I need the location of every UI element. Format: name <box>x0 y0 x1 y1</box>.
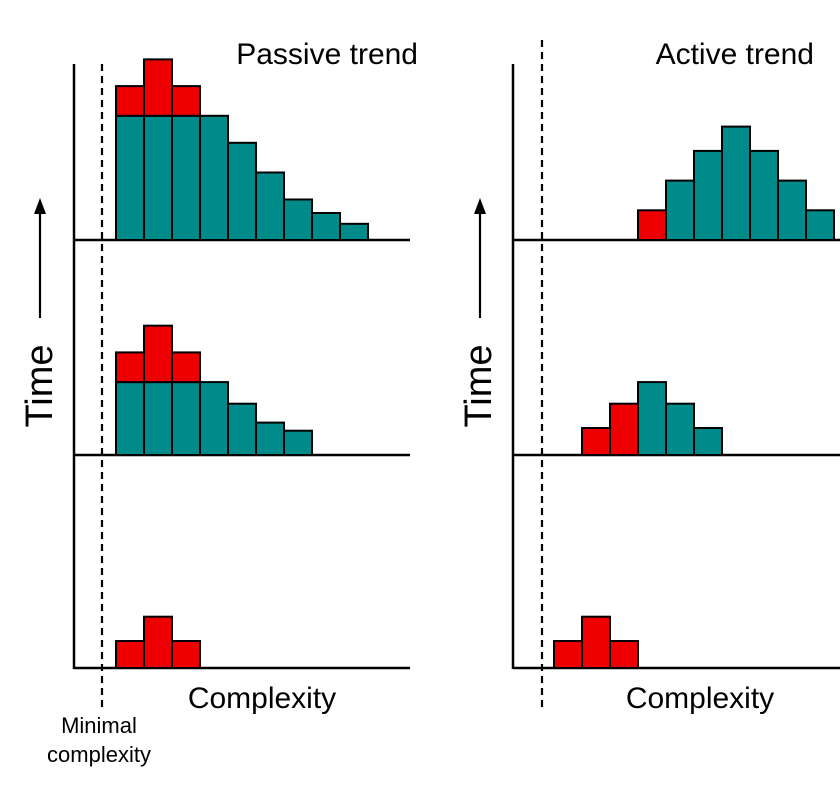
left-xlabel: Complexity <box>188 682 336 715</box>
left-row2-teal-bar-0 <box>115 114 145 241</box>
left-row2-teal-bar-4 <box>227 141 257 241</box>
right-row2-teal-bar-9 <box>805 209 835 242</box>
left-ylabel: Time <box>19 344 61 427</box>
left-row0-red-bar-1 <box>143 615 173 670</box>
left-row1-red-bar-2 <box>171 351 201 384</box>
left-row1-teal-bar-3 <box>199 381 229 457</box>
right-row0-red-bar-1 <box>581 615 611 670</box>
left-row2-teal-bar-6 <box>283 198 313 241</box>
minimal-label-line2: complexity <box>47 742 151 767</box>
left-row2-teal-bar-1 <box>143 114 173 241</box>
left-row2-teal-bar-3 <box>199 114 229 241</box>
right-row2-teal-bar-6 <box>721 125 751 241</box>
right-row1-red-bar-1 <box>581 427 611 456</box>
left-row1-teal-bar-4 <box>227 402 257 457</box>
left-bars <box>115 58 369 670</box>
right-row0-red-bar-2 <box>609 640 639 669</box>
left-row1-teal-bar-6 <box>283 429 313 457</box>
right-row2-teal-bar-8 <box>777 179 807 242</box>
right-row1-red-bar-2 <box>609 402 639 457</box>
left-row1-teal-bar-5 <box>255 421 285 457</box>
left-row1-teal-bar-0 <box>115 381 145 457</box>
left-row1-teal-bar-1 <box>143 381 173 457</box>
left-row1-red-bar-1 <box>143 324 173 384</box>
left-row2-teal-bar-5 <box>255 171 285 241</box>
minimal-label-line1: Minimal <box>61 713 137 738</box>
left-row2-red-bar-1 <box>143 58 173 117</box>
right-row2-teal-bar-4 <box>665 179 695 242</box>
left-row2-teal-bar-7 <box>311 212 341 241</box>
left-title: Passive trend <box>236 38 418 71</box>
right-time-arrow-icon <box>474 198 486 214</box>
right-row1-teal-bar-4 <box>665 402 695 457</box>
right-row0-red-bar-0 <box>553 640 583 669</box>
right-row2-red-bar-3 <box>637 209 667 242</box>
right-row2-teal-bar-7 <box>749 149 779 241</box>
right-ylabel: Time <box>458 344 500 427</box>
left-row0-red-bar-0 <box>115 640 145 669</box>
left-row2-teal-bar-2 <box>171 114 201 241</box>
left-row1-teal-bar-2 <box>171 381 201 457</box>
left-row2-red-bar-2 <box>171 85 201 117</box>
right-xlabel: Complexity <box>626 682 774 715</box>
right-row1-teal-bar-5 <box>693 427 723 456</box>
left-time-arrow-icon <box>34 198 46 214</box>
left-panel: Passive trend Complexity Minimal complex… <box>19 38 418 767</box>
right-bars <box>553 125 835 670</box>
right-row2-teal-bar-5 <box>693 149 723 241</box>
right-title: Active trend <box>656 38 814 71</box>
left-row1-red-bar-0 <box>115 351 145 384</box>
left-row2-teal-bar-8 <box>339 222 369 242</box>
right-row1-teal-bar-3 <box>637 381 667 457</box>
right-panel: Active trend Complexity Time <box>458 38 840 715</box>
left-row2-red-bar-0 <box>115 85 145 117</box>
left-row0-red-bar-2 <box>171 640 201 669</box>
